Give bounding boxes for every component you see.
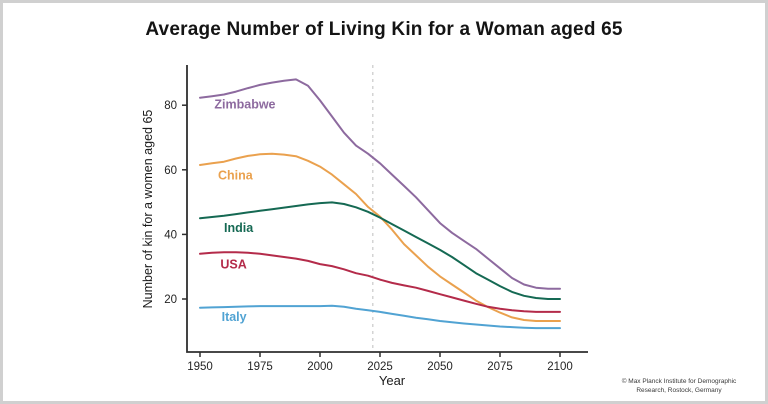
x-axis-title: Year — [379, 373, 406, 388]
series-label-india: India — [224, 221, 254, 235]
series-label-china: China — [218, 168, 254, 182]
series-label-zimbabwe: Zimbabwe — [214, 97, 275, 111]
y-tick-label: 60 — [164, 165, 177, 177]
y-tick-label: 40 — [164, 229, 177, 241]
series-line-italy — [199, 304, 561, 330]
series-line-india — [199, 201, 561, 300]
y-axis-title: Number of kin for a women aged 65 — [141, 110, 155, 309]
kin-line-chart: 1950 1975 2000 2025 2050 2075 2100 20 40 60 80 Year… — [141, 65, 588, 388]
y-tick-label: 20 — [164, 294, 177, 306]
chart-title: Average Number of Living Kin for a Woman… — [145, 19, 623, 40]
x-tick-label: 2025 — [367, 361, 393, 373]
series-line-china — [199, 152, 561, 322]
x-tick-label: 1975 — [247, 361, 273, 373]
copyright-line-1: © Max Planck Institute for Demographic — [621, 377, 737, 385]
y-tick-label: 80 — [164, 100, 177, 112]
x-tick-label: 2075 — [487, 361, 513, 373]
x-tick-label: 2050 — [427, 361, 453, 373]
x-tick-label: 2000 — [307, 361, 333, 373]
copyright-line-2: Research, Rostock, Germany — [636, 386, 722, 394]
series-label-italy: Italy — [222, 310, 247, 324]
series-label-usa: USA — [220, 257, 246, 271]
series-line-usa — [199, 251, 561, 313]
copyright-note: © Max Planck Institute for Demographic R… — [599, 377, 759, 395]
series-line-zimbabwe — [199, 78, 561, 290]
axes — [186, 65, 588, 353]
x-tick-label: 1950 — [187, 361, 213, 373]
x-tick-label: 2100 — [547, 361, 573, 373]
